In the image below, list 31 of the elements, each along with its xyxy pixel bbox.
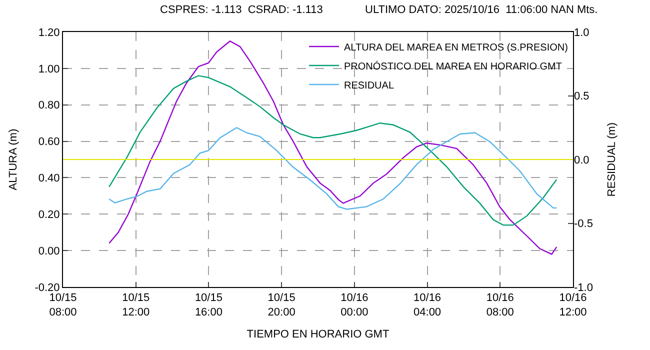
legend-label: ALTURA DEL MAREA EN METROS (S.PRESION) — [344, 42, 568, 54]
x-tick-label: 10/16 08:00 — [486, 292, 514, 318]
text: ULTIMO DATO: 2025/10/16 11:06:00 NAN Mts. — [365, 4, 598, 16]
y2-tick-label: -0.5 — [574, 218, 593, 230]
x-tick-label: 10/16 12:00 — [559, 292, 587, 318]
y2-axis-title: RESIDUAL (m) — [606, 122, 618, 197]
x-tick-label: 10/15 08:00 — [49, 292, 77, 318]
y-tick-label: 0.80 — [38, 100, 60, 112]
x-tick-label: 10/16 04:00 — [414, 292, 442, 318]
x-tick-label: 10/15 12:00 — [122, 292, 150, 318]
y-tick-label: -0.20 — [34, 282, 60, 294]
y2-tick-label: 0.0 — [574, 154, 590, 166]
line-series — [108, 127, 558, 210]
y-tick-label: 1.00 — [38, 63, 60, 76]
y-tick-label: 0.60 — [38, 136, 60, 148]
line-series — [108, 75, 558, 226]
x-tick-label: 10/15 20:00 — [268, 292, 296, 318]
y2-tick-label: -1.0 — [574, 282, 593, 294]
y-tick-label: 1.20 — [38, 26, 60, 39]
y2-tick-label: 0.5 — [574, 90, 590, 103]
y-tick-label: 0.20 — [38, 208, 60, 221]
y-tick-label: 0.00 — [38, 245, 60, 258]
x-tick-label: 10/16 00:00 — [340, 292, 368, 318]
x-axis-title: TIEMPO EN HORARIO GMT — [246, 328, 390, 341]
y-axis-title: ALTURA (m) — [7, 128, 20, 190]
y2-tick-label: 1.0 — [574, 26, 590, 39]
y-tick-label: 0.40 — [38, 172, 60, 185]
x-tick-label: 10/15 16:00 — [194, 292, 222, 318]
text: CSPRES: -1.113 CSRAD: -1.113 — [160, 4, 323, 16]
legend-label: RESIDUAL — [344, 80, 394, 92]
legend-label: PRONÓSTICO DEL MAREA EN HORARIO GMT — [344, 60, 562, 72]
